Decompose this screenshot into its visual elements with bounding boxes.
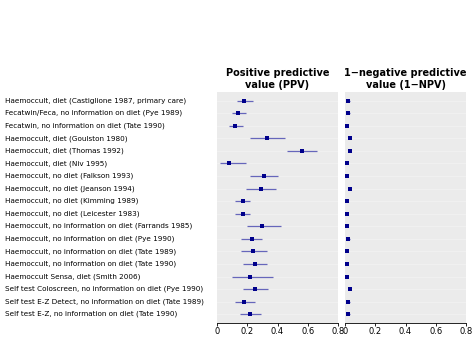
Text: Self test E-Z, no information on diet (Tate 1990): Self test E-Z, no information on diet (T… (5, 311, 177, 317)
Text: Haemoccult, diet (Niv 1995): Haemoccult, diet (Niv 1995) (5, 160, 107, 167)
Text: Haemoccult, diet (Goulston 1980): Haemoccult, diet (Goulston 1980) (5, 135, 127, 142)
Text: Haemoccult, no diet (Jeanson 1994): Haemoccult, no diet (Jeanson 1994) (5, 185, 134, 192)
Text: Haemoccult, no diet (Leicester 1983): Haemoccult, no diet (Leicester 1983) (5, 210, 139, 217)
Text: 1−negative predictive
value (1−NPV): 1−negative predictive value (1−NPV) (344, 68, 467, 90)
Text: Haemoccult, diet (Thomas 1992): Haemoccult, diet (Thomas 1992) (5, 148, 124, 154)
Text: Haemoccult, no information on diet (Tate 1989): Haemoccult, no information on diet (Tate… (5, 248, 176, 255)
Text: Self test Coloscreen, no information on diet (Pye 1990): Self test Coloscreen, no information on … (5, 286, 203, 292)
Text: Haemoccult, no information on diet (Tate 1990): Haemoccult, no information on diet (Tate… (5, 261, 176, 267)
Text: Fecatwin, no information on diet (Tate 1990): Fecatwin, no information on diet (Tate 1… (5, 122, 164, 129)
Text: Haemoccult, no information on diet (Pye 1990): Haemoccult, no information on diet (Pye … (5, 235, 174, 242)
Text: Haemoccult, no information on diet (Farrands 1985): Haemoccult, no information on diet (Farr… (5, 223, 192, 229)
Text: Self test E-Z Detect, no information on diet (Tate 1989): Self test E-Z Detect, no information on … (5, 298, 204, 305)
Text: Haemoccult Sensa, diet (Smith 2006): Haemoccult Sensa, diet (Smith 2006) (5, 273, 140, 280)
Text: Haemoccult, no diet (Falkson 1993): Haemoccult, no diet (Falkson 1993) (5, 173, 133, 179)
Text: Positive predictive
value (PPV): Positive predictive value (PPV) (226, 68, 329, 90)
Text: Haemoccult, diet (Castiglione 1987, primary care): Haemoccult, diet (Castiglione 1987, prim… (5, 97, 186, 104)
Text: Haemoccult, no diet (Kimming 1989): Haemoccult, no diet (Kimming 1989) (5, 198, 138, 204)
Text: Fecatwin/Feca, no information on diet (Pye 1989): Fecatwin/Feca, no information on diet (P… (5, 110, 182, 116)
